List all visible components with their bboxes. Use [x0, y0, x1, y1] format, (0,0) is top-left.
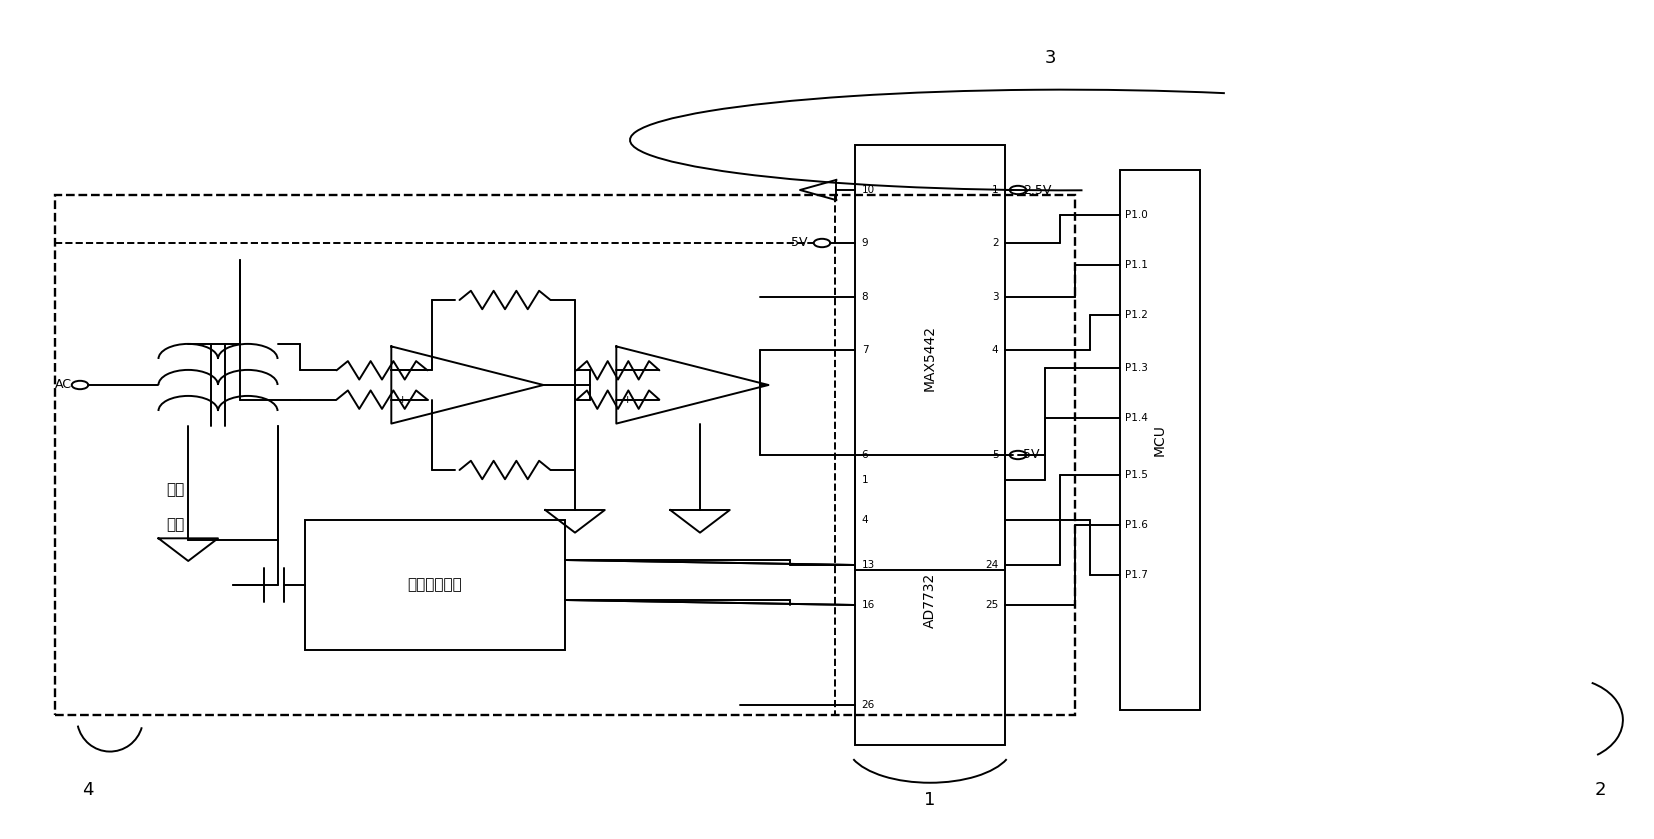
Text: 26: 26	[862, 700, 875, 710]
Text: 4: 4	[992, 345, 999, 355]
Text: P1.3: P1.3	[1125, 363, 1148, 373]
Text: 5V: 5V	[792, 237, 809, 249]
Text: 探头: 探头	[165, 482, 184, 498]
Text: 9: 9	[862, 238, 868, 248]
Text: −: −	[624, 365, 632, 375]
Text: P1.4: P1.4	[1125, 413, 1148, 423]
Bar	[1120, 170, 1201, 710]
Text: 5: 5	[992, 450, 999, 460]
Text: 4: 4	[862, 515, 868, 525]
Text: 2.5V: 2.5V	[1024, 184, 1052, 196]
Text: 10: 10	[862, 185, 875, 195]
Bar	[855, 145, 1006, 570]
Bar	[304, 520, 566, 650]
Text: 1: 1	[925, 791, 936, 809]
Text: 13: 13	[862, 560, 875, 570]
Text: 6: 6	[862, 450, 868, 460]
Text: 2: 2	[1594, 781, 1606, 799]
Text: P1.2: P1.2	[1125, 310, 1148, 320]
Text: 16: 16	[862, 600, 875, 610]
Text: 4: 4	[83, 781, 94, 799]
Text: MCU: MCU	[1153, 424, 1168, 456]
Text: 7: 7	[862, 345, 868, 355]
Text: 3: 3	[992, 292, 999, 302]
Text: 25: 25	[986, 600, 999, 610]
Text: +: +	[624, 394, 632, 404]
Text: 信号处理电路: 信号处理电路	[407, 577, 463, 592]
Text: P1.7: P1.7	[1125, 570, 1148, 580]
Text: 3: 3	[1044, 49, 1055, 67]
Text: AC: AC	[55, 378, 73, 392]
Text: 2: 2	[992, 238, 999, 248]
Text: −: −	[399, 365, 407, 375]
Text: P1.1: P1.1	[1125, 260, 1148, 270]
Text: 8: 8	[862, 292, 868, 302]
Text: AD7732: AD7732	[923, 572, 938, 628]
Text: MAX5442: MAX5442	[923, 325, 938, 390]
Text: 5V: 5V	[1024, 449, 1039, 461]
Bar	[55, 195, 1075, 715]
Bar	[855, 455, 1006, 745]
Text: P1.0: P1.0	[1125, 210, 1148, 220]
Text: P1.6: P1.6	[1125, 520, 1148, 530]
Text: 1: 1	[862, 475, 868, 485]
Text: 铁芯: 铁芯	[165, 518, 184, 533]
Text: 24: 24	[986, 560, 999, 570]
Text: 1: 1	[992, 185, 999, 195]
Text: +: +	[399, 394, 407, 404]
Text: P1.5: P1.5	[1125, 470, 1148, 480]
